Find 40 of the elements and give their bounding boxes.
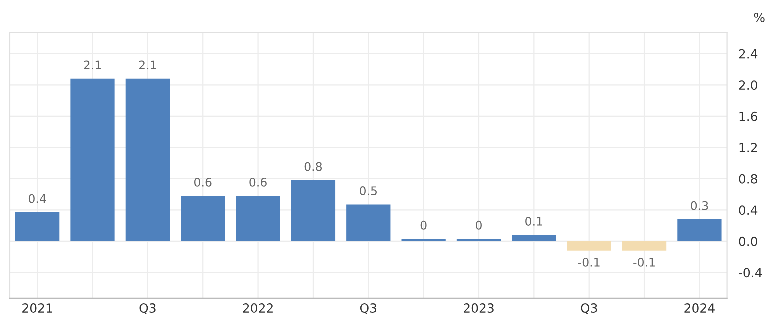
bar <box>16 212 60 242</box>
x-tick-label: Q3 <box>360 304 377 314</box>
data-label: 0.5 <box>360 186 377 196</box>
x-tick-label: 2024 <box>684 304 715 314</box>
bar <box>512 235 556 242</box>
data-label: 0.1 <box>526 217 542 226</box>
bar <box>70 78 115 242</box>
data-label: 0.8 <box>304 162 322 172</box>
y-tick-label: 2.0 <box>739 80 758 90</box>
bar <box>622 241 667 251</box>
data-label: 0.6 <box>194 178 212 187</box>
data-label: 2.1 <box>139 60 156 70</box>
data-label: 2.1 <box>84 60 102 70</box>
y-axis-title: % <box>754 12 765 22</box>
data-label: 0.6 <box>250 178 267 187</box>
y-tick-label: 0.8 <box>739 174 758 184</box>
bar <box>346 204 391 242</box>
data-label: -0.1 <box>634 258 655 267</box>
x-tick-label: Q3 <box>581 304 598 314</box>
y-tick-label: 0.0 <box>739 236 758 246</box>
bar <box>291 180 336 242</box>
bar <box>126 78 170 242</box>
data-label: 0 <box>420 220 427 230</box>
y-tick-label: 0.4 <box>739 206 758 216</box>
data-label: 0 <box>476 220 482 230</box>
bar <box>181 196 226 242</box>
y-tick-label: 2.4 <box>739 49 758 59</box>
bar <box>678 220 722 242</box>
data-label: -0.1 <box>578 258 600 267</box>
data-label: 0.3 <box>691 201 708 210</box>
bar <box>236 196 280 242</box>
y-tick-label: 1.6 <box>740 112 758 122</box>
y-tick-label: -0.4 <box>739 268 762 278</box>
x-tick-label: Q3 <box>140 304 156 314</box>
data-label: 0.4 <box>28 194 46 204</box>
x-tick-label: 2021 <box>22 304 52 314</box>
y-tick-label: 1.2 <box>740 143 758 152</box>
x-tick-label: 2023 <box>464 304 494 314</box>
x-tick-label: 2022 <box>243 304 273 314</box>
bar <box>567 241 612 251</box>
